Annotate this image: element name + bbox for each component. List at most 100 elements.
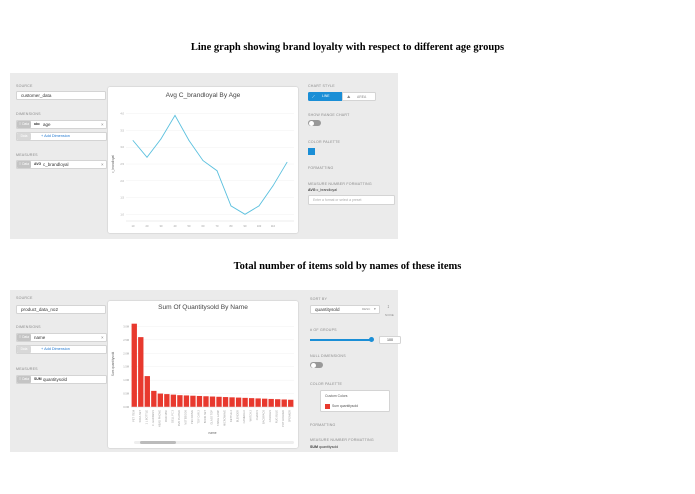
x-tick-label: 20 (146, 224, 149, 228)
null-dimensions-toggle[interactable] (310, 362, 323, 368)
remove-dimension-icon[interactable]: × (101, 122, 104, 127)
measure-field[interactable] (16, 375, 107, 384)
data-point (146, 156, 148, 158)
y-tick-label: 0.0M (123, 405, 129, 409)
chevron-down-icon[interactable]: ▾ (374, 307, 376, 311)
bar (131, 323, 137, 407)
dimension-data-tag[interactable]: ⠿ Data (17, 334, 31, 341)
show-range-label: SHOW RANGE CHART (308, 113, 350, 117)
measure-value: c_brandloyal (43, 162, 69, 167)
formatting-label: FORMATTING (308, 166, 334, 170)
x-tick-label: C. GARDENS (151, 410, 155, 426)
bar (255, 398, 261, 407)
measure-data-tag[interactable]: ⠿ Data (17, 376, 31, 383)
x-tick-label: CANDLES (268, 410, 272, 423)
toggle-knob (310, 362, 316, 368)
style-area-label: AREA (357, 95, 367, 99)
dimensions-label: DIMENSIONS (16, 112, 41, 116)
y-axis-label: c_brandloyal (111, 155, 115, 173)
x-tick-label: 10 (132, 224, 135, 228)
add-dimension-button[interactable]: + Add Dimension (16, 132, 107, 141)
bar (288, 399, 294, 407)
custom-colors-box[interactable]: Custom Colors Sum quantitysold (320, 390, 390, 412)
groups-input[interactable]: 100 (379, 336, 401, 344)
color-palette-label: COLOR PALETTE (310, 382, 343, 386)
style-line-button[interactable]: ⟋ LINE (308, 92, 342, 101)
x-tick-label: CHAIR 9 (255, 409, 259, 420)
measure-format-value: quantitysold (319, 445, 339, 449)
area-style-icon: ⛰ (347, 94, 351, 99)
y-tick-label: 2.5M (123, 338, 129, 342)
groups-slider-track[interactable] (310, 339, 372, 341)
chart-title: Avg C_brandloyal By Age (165, 92, 241, 99)
bar (268, 398, 274, 407)
dimension-field[interactable] (16, 333, 107, 342)
sort-direction-icon[interactable]: ↕ (387, 304, 390, 310)
data-point (272, 185, 274, 187)
x-tick-label: PEN DRIVE (190, 410, 194, 424)
measure-format-name: AVG c_brandloyal (308, 188, 337, 192)
dimension-data-tag[interactable]: ⠿ Data (17, 121, 31, 128)
show-range-toggle[interactable] (308, 120, 321, 126)
dimensions-label: DIMENSIONS (16, 325, 41, 329)
sort-by-select[interactable]: quantitysold (310, 305, 380, 314)
measure-agg-prefix: AVG (34, 162, 42, 166)
sort-order-badge[interactable]: DESC (362, 307, 371, 311)
format-input[interactable]: Enter a format or select a preset (308, 195, 395, 205)
x-tick-label: TOY CAR 2 (196, 409, 200, 423)
y-tick-label: 1.5 (120, 196, 124, 200)
bar (216, 396, 222, 407)
y-tick-label: 3.5 (120, 128, 124, 132)
horizontal-scrollbar[interactable] (134, 441, 294, 444)
sort-icon-label: NONE (385, 313, 394, 317)
scrollbar-thumb[interactable] (140, 441, 176, 444)
x-tick-label: 90 (244, 224, 247, 228)
bar (261, 398, 268, 407)
measure-format-prefix: SUM (310, 445, 318, 449)
x-tick-label: 50 (188, 224, 191, 228)
color-swatch[interactable] (308, 148, 315, 155)
legend-swatch[interactable] (325, 404, 330, 409)
source-select[interactable]: product_data_no2 (16, 305, 106, 314)
dimension-field[interactable] (16, 120, 107, 129)
toggle-knob (308, 120, 314, 126)
y-tick-label: 3.0 (120, 145, 124, 149)
measure-data-tag[interactable]: ⠿ Data (17, 161, 31, 168)
x-tick-label: SPEAKER (288, 410, 292, 422)
groups-slider-knob[interactable] (369, 337, 374, 342)
add-dimension-button[interactable]: + Add Dimension (16, 345, 107, 354)
remove-measure-icon[interactable]: × (101, 162, 104, 167)
data-point (244, 213, 246, 215)
caption-bar-graph: Total number of items sold by names of t… (233, 261, 462, 272)
y-tick-label: 2.0 (120, 179, 124, 183)
add-dimension-tag: Data (17, 133, 31, 140)
chart-title: Sum Of Quantitysold By Name (158, 304, 248, 311)
style-area-button[interactable]: ⛰ AREA (342, 92, 376, 101)
source-select[interactable]: customer_data (16, 91, 106, 100)
y-axis-label: Sum quantitysold (111, 352, 115, 377)
line-chart: 1.0 1.5 2.0 2.5 3.0 3.5 4.0 10 20 30 40 50 60 70 80 90 1… (111, 112, 294, 228)
groups-label: # OF GROUPS (310, 328, 337, 332)
x-tick-label: BACKPACK (262, 410, 266, 424)
data-point (286, 161, 288, 163)
chart-style-label: CHART STYLE (308, 84, 335, 88)
data-point (230, 205, 232, 207)
sort-by-value: quantitysold (315, 307, 340, 312)
y-tick-label: 1.0 (120, 212, 124, 216)
x-tick-label: WATCH 2 (249, 409, 253, 421)
bar (275, 399, 281, 407)
data-point (258, 205, 260, 207)
remove-dimension-icon[interactable]: × (101, 335, 104, 340)
measure-field[interactable] (16, 160, 107, 169)
x-tick-label: TABLE LAMP (216, 410, 220, 426)
line-style-icon: ⟋ (312, 94, 315, 99)
bar (209, 396, 216, 407)
x-tick-label: 1 L BOTTLE (144, 410, 148, 425)
line-chart-card: Avg C_brandloyal By Age 1.0 1.5 2.0 2.5 3.0 3… (108, 87, 298, 233)
dimension-type-prefix: abc (34, 122, 40, 126)
x-tick-label: 30 (160, 224, 163, 228)
bar (157, 393, 164, 407)
null-dimensions-label: NULL DIMENSIONS (310, 354, 346, 358)
custom-colors-label: Custom Colors (325, 394, 348, 398)
bar (170, 394, 177, 407)
